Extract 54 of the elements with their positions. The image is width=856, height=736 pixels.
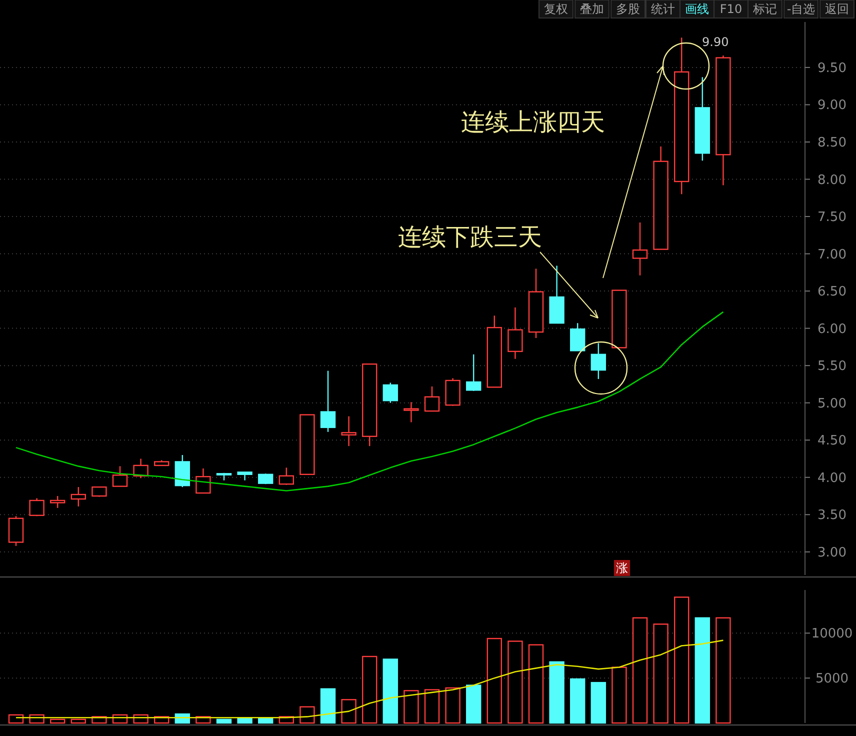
y-tick-label: 5.50 — [818, 359, 846, 374]
bar — [486, 638, 502, 724]
bar — [549, 661, 564, 724]
y-tick-label: 4.50 — [818, 434, 846, 449]
bar — [528, 644, 544, 724]
bar — [341, 699, 356, 724]
y-tick-label: 6.00 — [818, 322, 846, 337]
bar — [362, 656, 378, 724]
bar — [612, 666, 627, 724]
annotation: 9.90 — [702, 35, 729, 49]
bar — [445, 687, 460, 724]
bar — [466, 684, 482, 724]
y-tick-label: 5.00 — [818, 396, 846, 412]
text: 复权 — [544, 2, 568, 16]
text: 画线 — [685, 2, 709, 16]
bar — [508, 640, 523, 724]
text: 标记 — [752, 2, 777, 16]
y-tick-label: 5000 — [815, 672, 849, 687]
text: 返回 — [825, 2, 849, 16]
bar — [216, 718, 232, 724]
annotation: 连续上涨四天 — [461, 108, 605, 136]
bar — [716, 617, 731, 724]
text: 统计 — [651, 2, 675, 16]
y-tick-label: 8.00 — [818, 172, 846, 188]
bar — [320, 688, 336, 724]
text: 叠加 — [580, 2, 604, 16]
text: -自选 — [786, 2, 816, 16]
y-tick-label: 8.50 — [818, 135, 846, 150]
y-tick-label: 3.50 — [818, 508, 846, 524]
bar — [50, 718, 66, 724]
text: F10 — [720, 2, 742, 16]
y-tick-label: 10000 — [811, 626, 853, 642]
y-tick-label: 7.50 — [818, 210, 846, 226]
y-tick-label: 9.00 — [818, 98, 846, 114]
line-series — [15, 640, 724, 718]
bar — [404, 690, 419, 724]
bar — [694, 617, 710, 724]
text: 多股 — [616, 2, 640, 16]
bar — [570, 678, 586, 724]
bar — [300, 706, 315, 724]
bar — [653, 624, 668, 724]
annotation: 涨 — [616, 561, 628, 575]
y-tick-label: 3.00 — [818, 545, 846, 560]
y-tick-label: 6.50 — [818, 284, 846, 300]
bar — [674, 596, 690, 724]
bar — [424, 689, 440, 724]
bar — [382, 658, 398, 724]
y-tick-label: 7.00 — [818, 247, 846, 262]
y-tick-label: 4.00 — [818, 470, 846, 486]
bar — [70, 718, 86, 724]
annotation: 连续下跌三天 — [398, 223, 542, 251]
bar — [632, 617, 648, 724]
y-tick-label: 9.50 — [818, 60, 846, 76]
bar — [590, 682, 606, 724]
